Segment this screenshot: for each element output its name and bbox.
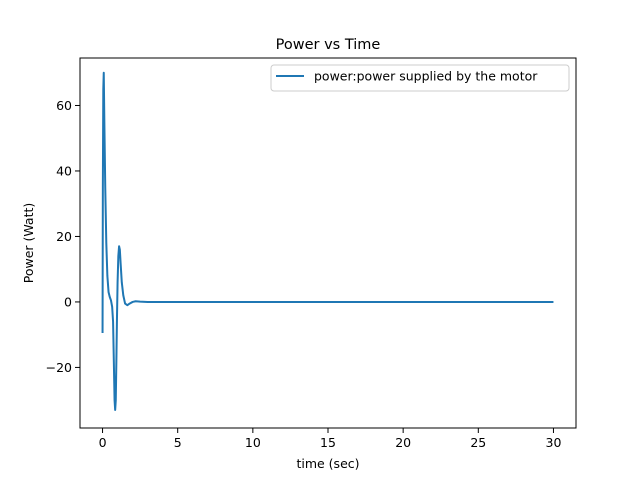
chart-title: Power vs Time — [276, 37, 381, 53]
x-tick-label-6: 30 — [546, 435, 562, 450]
y-axis-label: Power (Watt) — [21, 203, 36, 284]
plot-area — [101, 71, 554, 411]
legend-label: power:power supplied by the motor — [314, 69, 538, 84]
y-tick-label-3: 40 — [56, 163, 72, 178]
legend-box — [270, 64, 570, 92]
y-axis-ticks: −20 0 20 40 60 — [46, 98, 80, 375]
legend: power:power supplied by the motor — [270, 64, 570, 92]
y-tick-label-0: −20 — [46, 360, 72, 375]
y-tick-label-2: 20 — [56, 229, 72, 244]
x-tick-label-5: 25 — [470, 435, 486, 450]
x-tick-label-2: 10 — [245, 435, 261, 450]
x-axis-label: time (sec) — [296, 456, 359, 471]
y-tick-label-1: 0 — [64, 294, 72, 309]
x-tick-label-3: 15 — [320, 435, 336, 450]
x-axis-ticks: 0 5 10 15 20 25 30 — [99, 428, 562, 450]
y-tick-label-4: 60 — [56, 98, 72, 113]
series-line-0 — [101, 71, 554, 411]
x-tick-label-4: 20 — [395, 435, 411, 450]
x-tick-label-1: 5 — [174, 435, 182, 450]
x-tick-label-0: 0 — [99, 435, 107, 450]
